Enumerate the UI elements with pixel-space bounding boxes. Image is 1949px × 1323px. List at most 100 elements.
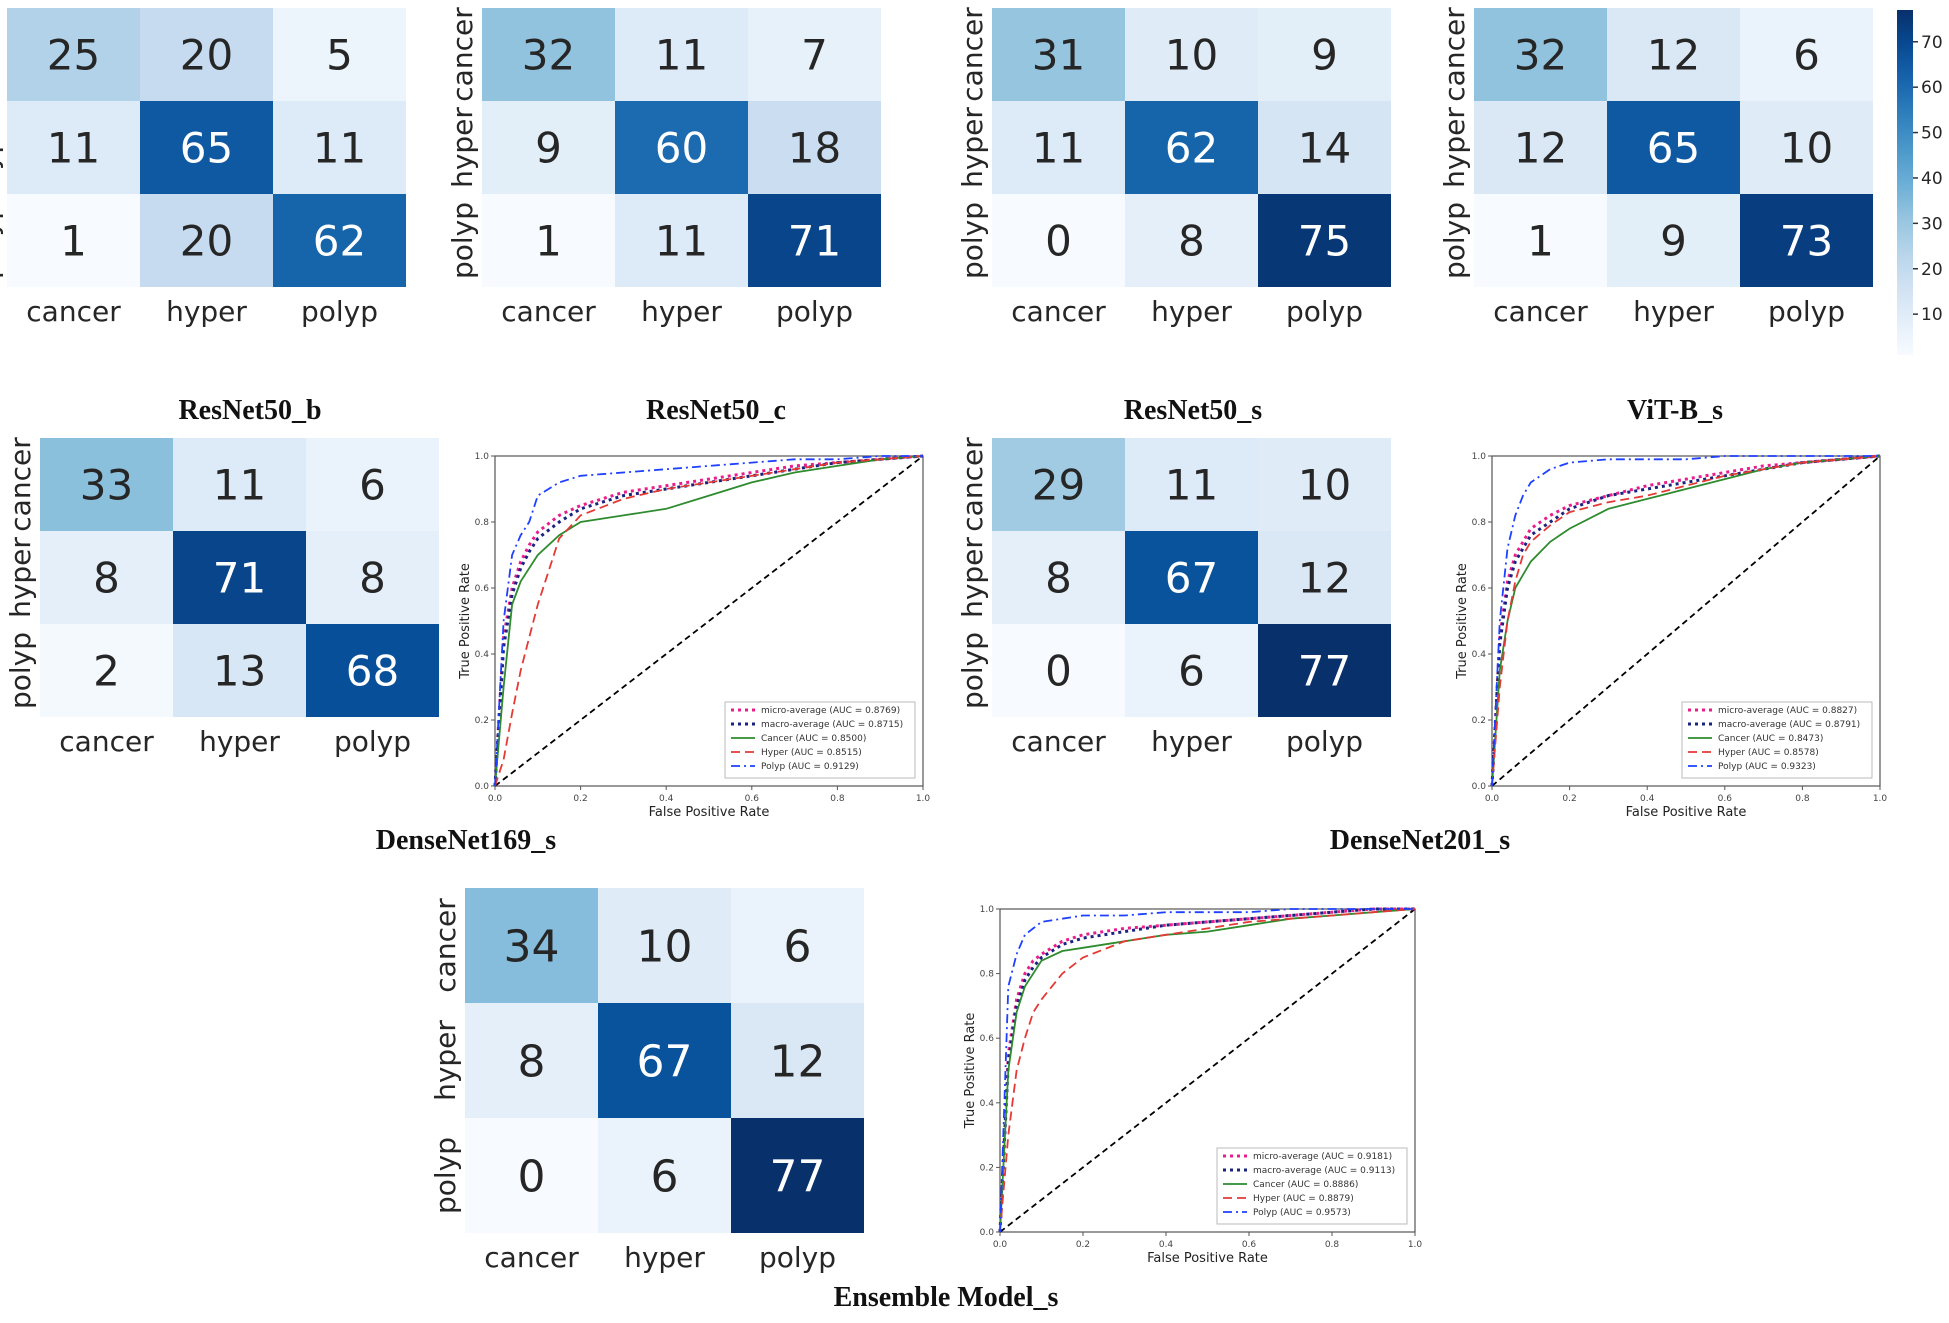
- legend-label: macro-average (AUC = 0.8715): [761, 720, 903, 730]
- y-tick-label: 0.8: [475, 518, 490, 528]
- colorbar-tick-label: 10: [1921, 305, 1943, 325]
- y-tick-label: polyp: [956, 202, 989, 279]
- heatmap-cell: [306, 531, 439, 624]
- roc-curve: [1490, 454, 1881, 787]
- cell-value: 13: [213, 647, 266, 696]
- heatmap-cell: [40, 624, 173, 717]
- legend-label: Hyper (AUC = 0.8879): [1253, 1194, 1354, 1204]
- cell-value: 34: [504, 921, 560, 972]
- roc-curve: [999, 908, 1415, 1233]
- heatmap-cell: [748, 101, 881, 194]
- heatmap-cell: [482, 101, 615, 194]
- legend: micro-average (AUC = 0.9181) macro-averag…: [1216, 1147, 1408, 1225]
- heatmap-cell: [748, 8, 881, 101]
- roc-curve: [1491, 455, 1881, 787]
- heatmap-cell: [992, 624, 1125, 717]
- cell-value: 20: [180, 217, 233, 266]
- colorbar-bar: [1897, 10, 1913, 355]
- y-tick-label: 0.2: [980, 1163, 994, 1173]
- cell-value: 18: [788, 124, 841, 173]
- heatmap-cell: [273, 8, 406, 101]
- cell-value: 6: [1178, 647, 1205, 696]
- legend-label: Hyper (AUC = 0.8578): [1718, 748, 1819, 758]
- heatmap-cell: [598, 1118, 731, 1233]
- legend-box: [724, 701, 916, 779]
- heatmap-cell: [992, 438, 1125, 531]
- cell-value: 10: [1780, 124, 1833, 173]
- panel-caption: DenseNet169_s: [376, 825, 557, 856]
- cell-value: 75: [1298, 217, 1351, 266]
- heatmap-cell: [598, 888, 731, 1003]
- x-tick-label: polyp: [1768, 295, 1845, 328]
- cell-value: 20: [180, 31, 233, 80]
- y-tick-label: polyp: [956, 632, 989, 709]
- colorbar: 10 20 30 40 50 60 70: [1897, 10, 1943, 355]
- heatmap-cell: [1474, 101, 1607, 194]
- heatmap-cell: [731, 888, 864, 1003]
- colorbar-tick-label: 70: [1921, 33, 1943, 53]
- legend-box: [1681, 701, 1873, 779]
- cell-value: 71: [213, 554, 266, 603]
- heatmap-cell: [173, 624, 306, 717]
- confusion-matrix-6: 34 10 6 8 67 12 0 6 77 cancer hyper polyp cancer hype…: [429, 888, 1058, 1313]
- cell-value: 25: [47, 31, 100, 80]
- panel-caption: Ensemble Model_s: [834, 1282, 1059, 1313]
- roc-plot-7: 0.0 0.0 0.2 0.2 0.4 0.4 0.6 0.6 0.8 0.8 1.0 1.0 Fals…: [458, 452, 930, 820]
- x-tick-label: 1.0: [916, 794, 931, 804]
- heatmap-cell: [465, 888, 598, 1003]
- heatmap-cell: [1740, 8, 1873, 101]
- legend-label: Polyp (AUC = 0.9323): [1718, 762, 1816, 772]
- heatmap-cell: [465, 1118, 598, 1233]
- x-tick-label: 0.4: [659, 794, 674, 804]
- heatmap-cell: [140, 8, 273, 101]
- heatmap-cell: [1258, 624, 1391, 717]
- heatmap-cell: [7, 8, 140, 101]
- y-tick-label: cancer: [4, 437, 37, 532]
- heatmap-cell: [1125, 8, 1258, 101]
- heatmap-cell: [731, 1118, 864, 1233]
- x-tick-label: 0.0: [1485, 794, 1500, 804]
- y-tick-label: cancer: [429, 898, 462, 993]
- x-tick-label: 0.4: [1640, 794, 1655, 804]
- x-tick-label: polyp: [776, 295, 853, 328]
- chance-diagonal: [494, 455, 924, 787]
- y-tick-label: 0.0: [475, 782, 490, 792]
- y-tick-label: 0.6: [1472, 584, 1487, 594]
- cell-value: 77: [770, 1151, 826, 1202]
- y-tick-label: cancer: [956, 7, 989, 102]
- cell-value: 1: [1527, 217, 1554, 266]
- confusion-matrix-5: 29 11 10 8 67 12 0 6 77 cancer hyper polyp cancer hyp…: [956, 437, 1510, 856]
- cell-value: 11: [655, 31, 708, 80]
- legend-label: Polyp (AUC = 0.9573): [1253, 1208, 1351, 1218]
- cell-value: 60: [655, 124, 708, 173]
- cell-value: 8: [93, 554, 120, 603]
- panel-caption: ResNet50_s: [1124, 395, 1263, 426]
- y-tick-label: 0.4: [475, 650, 490, 660]
- cell-value: 65: [1647, 124, 1700, 173]
- legend-box: [1216, 1147, 1408, 1225]
- x-tick-label: cancer: [26, 295, 121, 328]
- y-tick-label: polyp: [0, 202, 4, 279]
- y-tick-label: polyp: [4, 632, 37, 709]
- cell-value: 7: [801, 31, 828, 80]
- cell-value: 12: [1647, 31, 1700, 80]
- heatmap-cell: [7, 101, 140, 194]
- legend-label: micro-average (AUC = 0.8827): [1718, 706, 1857, 716]
- roc-plot-9: 0.0 0.0 0.2 0.2 0.4 0.4 0.6 0.6 0.8 0.8 1.0 1.0 Fals…: [963, 905, 1422, 1266]
- legend-label: Cancer (AUC = 0.8500): [761, 734, 866, 744]
- y-tick-label: polyp: [446, 202, 479, 279]
- y-axis-label: True Positive Rate: [1455, 563, 1470, 680]
- cell-value: 11: [47, 124, 100, 173]
- cell-value: 65: [180, 124, 233, 173]
- cell-value: 6: [651, 1151, 679, 1202]
- heatmap-cell: [1125, 438, 1258, 531]
- heatmap-cell: [992, 8, 1125, 101]
- heatmap-cell: [1125, 101, 1258, 194]
- cell-value: 62: [313, 217, 366, 266]
- x-tick-label: polyp: [301, 295, 378, 328]
- panel-caption: ResNet50_b: [178, 395, 321, 426]
- legend: micro-average (AUC = 0.8827) macro-averag…: [1681, 701, 1873, 779]
- cell-value: 9: [1660, 217, 1687, 266]
- heatmap-cell: [1474, 194, 1607, 287]
- y-tick-label: hyper: [0, 107, 4, 188]
